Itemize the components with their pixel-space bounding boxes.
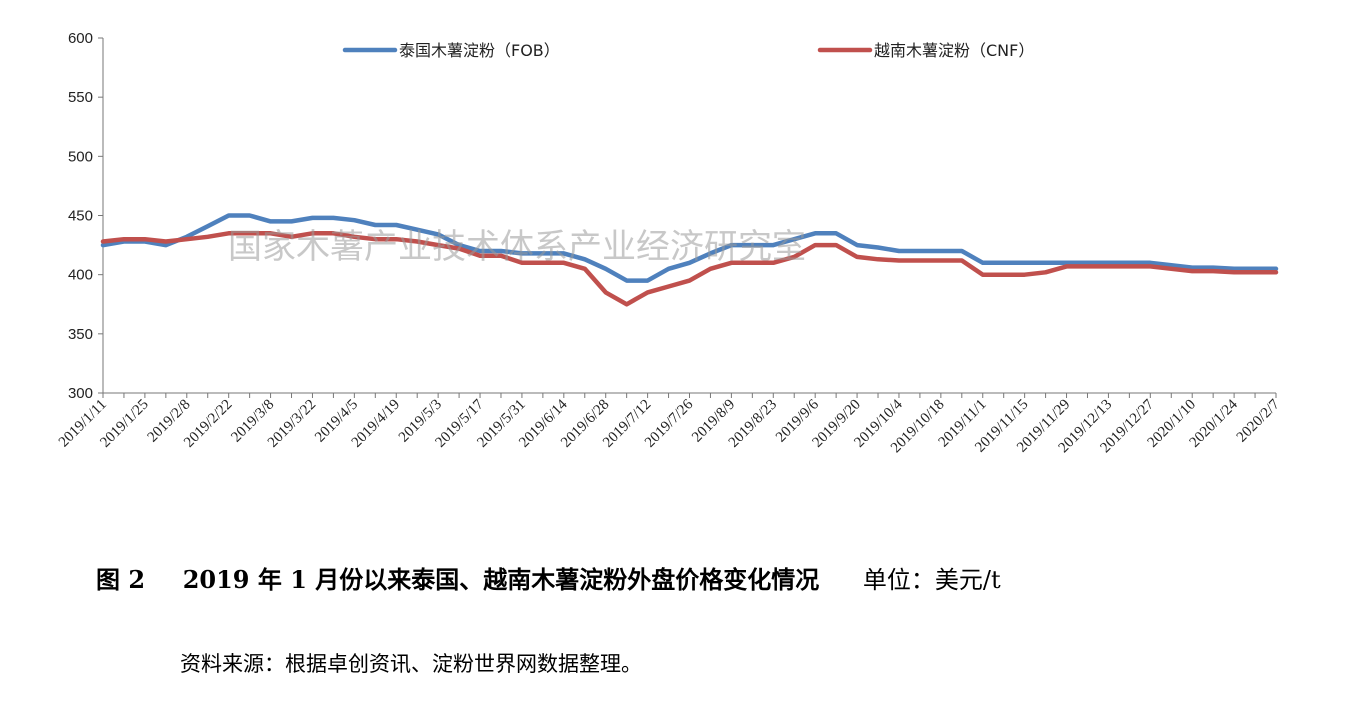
legend-label-thailand-fob: 泰国木薯淀粉（FOB）	[399, 41, 560, 60]
series-layer	[100, 213, 1279, 307]
y-tick-label: 550	[68, 89, 93, 106]
legend: 泰国木薯淀粉（FOB） 越南木薯淀粉（CNF）	[342, 41, 1034, 60]
figure-unit: 单位：美元/t	[862, 566, 1001, 594]
data-source-note: 资料来源：根据卓创资讯、淀粉世界网数据整理。	[180, 652, 642, 676]
y-tick-label: 600	[68, 30, 93, 47]
y-tick-label: 450	[68, 208, 93, 225]
y-tick-label: 400	[68, 267, 93, 284]
x-tick-label: 2020/2/7	[1234, 396, 1283, 445]
figure-caption: 图 2 2019 年 1 月份以来泰国、越南木薯淀粉外盘价格变化情况 单位：美元…	[96, 560, 1001, 595]
price-line-chart: 300 350 400 450 500 550 600 2019/1/112019/1/25…	[56, 30, 1283, 456]
figure-title: 2019 年 1 月份以来泰国、越南木薯淀粉外盘价格变化情况	[182, 565, 820, 594]
y-tick-label: 300	[68, 385, 93, 402]
watermark-text: 国家木薯产业技术体系产业经济研究室	[228, 227, 806, 267]
series-line-thailand-fob	[100, 213, 1279, 283]
series-line-vietnam-cnf	[100, 231, 1279, 307]
figure-number: 图 2	[96, 565, 146, 594]
y-axis: 300 350 400 450 500 550 600	[68, 30, 104, 402]
y-tick-label: 500	[68, 148, 93, 165]
legend-label-vietnam-cnf: 越南木薯淀粉（CNF）	[874, 41, 1034, 60]
y-tick-label: 350	[68, 326, 93, 343]
x-axis: 2019/1/112019/1/252019/2/82019/2/222019/…	[56, 392, 1283, 456]
